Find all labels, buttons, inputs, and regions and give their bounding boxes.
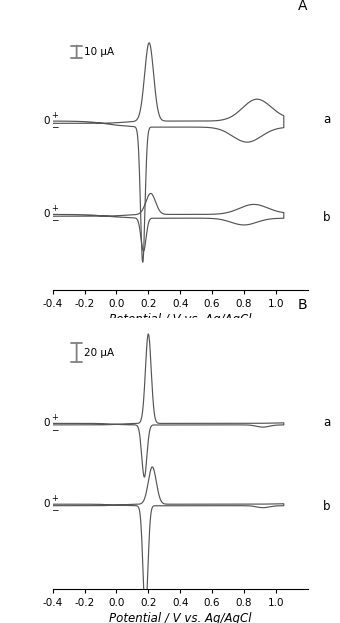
Text: 0: 0	[44, 419, 50, 429]
Text: +: +	[51, 413, 58, 422]
Text: +: +	[51, 204, 58, 213]
X-axis label: Potential / V vs. Ag/AgCl: Potential / V vs. Ag/AgCl	[109, 612, 252, 623]
Text: 0: 0	[44, 116, 50, 126]
Text: A: A	[298, 0, 308, 13]
Text: b: b	[323, 500, 330, 513]
Text: a: a	[323, 416, 330, 429]
Text: 0: 0	[44, 209, 50, 219]
Text: −: −	[51, 506, 59, 515]
Text: +: +	[51, 111, 58, 120]
Text: 10 μA: 10 μA	[84, 47, 114, 57]
Text: −: −	[51, 425, 59, 434]
Text: b: b	[323, 211, 330, 224]
Text: +: +	[51, 494, 58, 503]
Text: a: a	[323, 113, 330, 126]
Text: B: B	[298, 298, 308, 312]
Text: −: −	[51, 122, 59, 131]
Text: −: −	[51, 216, 59, 225]
Text: 0: 0	[44, 499, 50, 509]
X-axis label: Potential / V vs. Ag/AgCl: Potential / V vs. Ag/AgCl	[109, 313, 252, 326]
Text: 20 μA: 20 μA	[84, 348, 114, 358]
